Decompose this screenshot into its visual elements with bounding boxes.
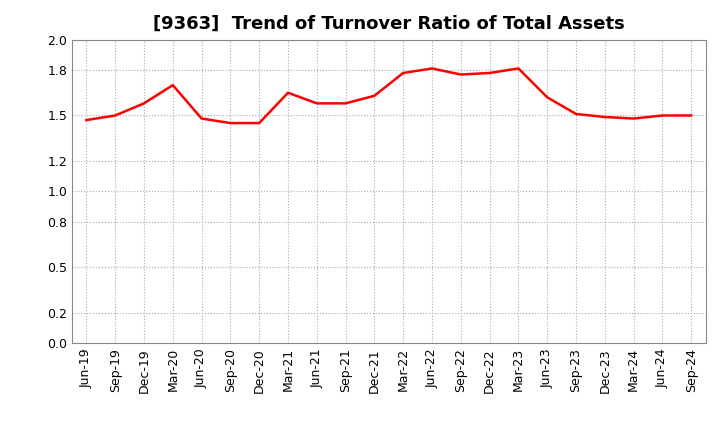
Title: [9363]  Trend of Turnover Ratio of Total Assets: [9363] Trend of Turnover Ratio of Total … — [153, 15, 625, 33]
